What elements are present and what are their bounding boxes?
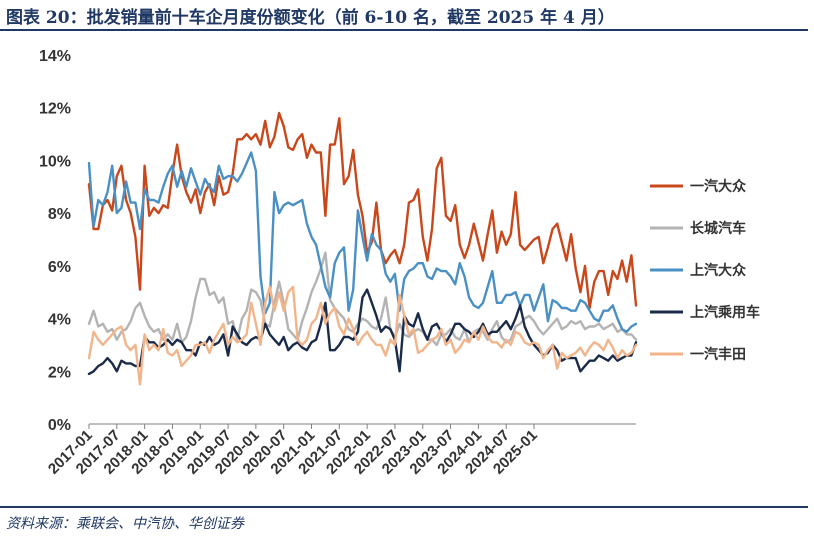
y-tick-label: 0% bbox=[48, 417, 71, 434]
y-tick-label: 12% bbox=[39, 101, 71, 118]
source-note: 资料来源：乘联会、中汽协、华创证券 bbox=[6, 516, 244, 532]
legend-label: 上汽乘用车 bbox=[690, 304, 760, 321]
figure-title: 图表 20：批发销量前十车企月度份额变化（前 6-10 名，截至 2025 年 … bbox=[6, 8, 615, 28]
legend-label: 上汽大众 bbox=[690, 262, 746, 279]
y-tick-label: 2% bbox=[48, 364, 71, 381]
series-line-1 bbox=[87, 111, 638, 310]
y-tick-label: 10% bbox=[39, 153, 71, 170]
y-tick-label: 14% bbox=[39, 48, 71, 65]
series-line-3 bbox=[87, 151, 638, 333]
legend-label: 一汽丰田 bbox=[690, 346, 746, 363]
source-rule bbox=[0, 506, 808, 508]
legend-label: 长城汽车 bbox=[690, 220, 746, 237]
series-line-2 bbox=[87, 251, 638, 347]
series-line-5 bbox=[87, 285, 638, 386]
legend-label: 一汽大众 bbox=[690, 178, 746, 195]
y-tick-label: 4% bbox=[48, 312, 71, 329]
series-lines bbox=[87, 111, 638, 386]
y-tick-label: 8% bbox=[48, 206, 71, 223]
title-rule bbox=[0, 29, 808, 31]
axes: 0%2%4%6%8%10%12%14%2017-012017-072018-01… bbox=[39, 48, 636, 478]
y-tick-label: 6% bbox=[48, 259, 71, 276]
